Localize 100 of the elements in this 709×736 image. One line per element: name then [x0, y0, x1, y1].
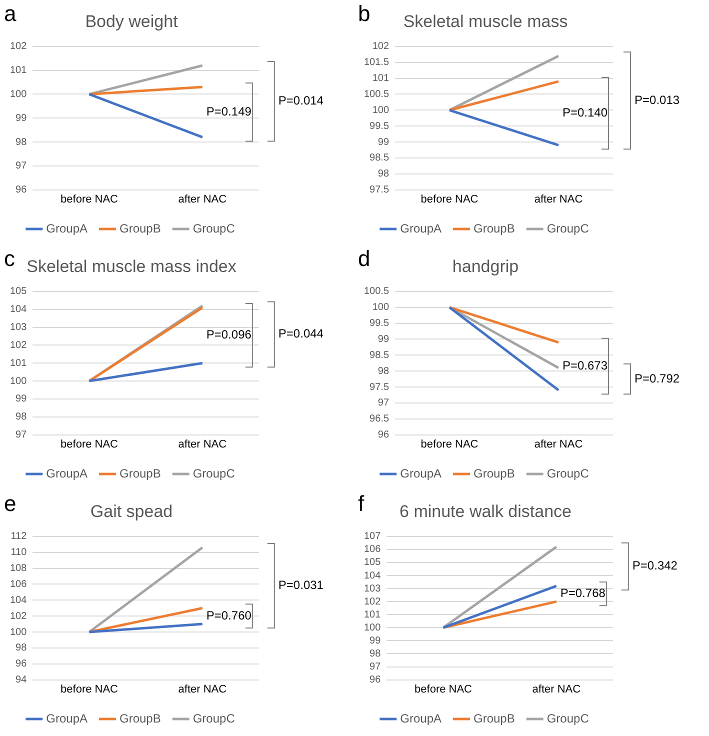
- text: f: [358, 491, 365, 516]
- y-tick-label: 100: [372, 302, 390, 314]
- y-tick-label: 99: [378, 136, 390, 148]
- y-tick-label: 101.5: [364, 57, 390, 68]
- y-tick-label: 98.5: [370, 152, 390, 164]
- y-tick-label: 97.5: [370, 184, 390, 196]
- legend-label: GroupC: [192, 466, 236, 480]
- y-tick-label: 98: [16, 136, 28, 148]
- legend-label: GroupA: [46, 221, 88, 236]
- text: d: [358, 246, 370, 272]
- y-tick-label: 100: [364, 622, 382, 634]
- x-tick-label: after NAC: [534, 438, 583, 450]
- y-tick-label: 98: [378, 366, 390, 377]
- x-tick-label: before NAC: [60, 438, 118, 450]
- x-tick-label: after NAC: [532, 683, 581, 696]
- y-tick-label: 97: [378, 398, 390, 409]
- y-tick-label: 97.5: [370, 382, 390, 393]
- text: b: [358, 1, 370, 26]
- y-tick-label: 98: [16, 642, 28, 654]
- y-tick-label: 100.5: [364, 88, 390, 100]
- legend-label: GroupA: [46, 711, 88, 726]
- text: P=0.014: [278, 94, 324, 108]
- text: P=0.031: [278, 578, 324, 592]
- y-tick-label: 110: [10, 547, 28, 558]
- y-tick-label: 100: [10, 626, 28, 638]
- text: P=0.044: [278, 326, 324, 341]
- y-tick-label: 96.5: [370, 414, 390, 425]
- y-tick-label: 104: [364, 570, 382, 582]
- text: a: [4, 1, 17, 26]
- y-tick-label: 112: [10, 531, 28, 542]
- text: P=0.792: [634, 371, 680, 386]
- y-tick-label: 105: [10, 286, 28, 298]
- legend-label: GroupC: [546, 221, 590, 236]
- x-tick-label: before NAC: [420, 193, 478, 206]
- chart-title: 6 minute walk distance: [400, 502, 572, 521]
- annotation: P=0.149: [206, 104, 252, 118]
- legend-label: GroupC: [546, 711, 590, 726]
- legend-label: GroupA: [46, 466, 88, 480]
- y-tick-label: 99.5: [370, 318, 390, 330]
- y-tick-label: 99: [16, 112, 28, 124]
- legend-label: GroupA: [400, 221, 442, 236]
- y-tick-label: 100.5: [364, 286, 390, 298]
- y-tick-label: 98.5: [370, 350, 390, 361]
- y-tick-label: 104: [10, 304, 28, 316]
- annotation: P=0.673: [562, 358, 608, 373]
- x-tick-label: before NAC: [414, 683, 472, 696]
- y-tick-label: 103: [10, 322, 28, 333]
- y-tick-label: 97: [16, 160, 28, 172]
- annotation: P=0.768: [560, 586, 606, 600]
- text: P=0.342: [632, 558, 678, 573]
- y-tick-label: 103: [364, 583, 382, 594]
- y-tick-label: 101: [10, 65, 28, 76]
- legend-label: GroupC: [192, 711, 236, 726]
- y-tick-label: 102: [364, 596, 382, 608]
- y-tick-label: 96: [378, 430, 390, 441]
- chart-title: Body weight: [85, 12, 178, 31]
- x-tick-label: after NAC: [178, 193, 227, 206]
- x-tick-label: before NAC: [60, 193, 118, 206]
- chart-title: Gait spead: [90, 502, 173, 521]
- y-tick-label: 102: [10, 340, 28, 351]
- x-tick-label: before NAC: [420, 438, 478, 450]
- text: e: [4, 491, 16, 516]
- y-tick-label: 106: [364, 544, 382, 556]
- y-tick-label: 97: [16, 430, 28, 441]
- y-tick-label: 96: [16, 658, 28, 670]
- chart-title: handgrip: [452, 256, 519, 276]
- y-tick-label: 97: [370, 662, 382, 673]
- y-tick-label: 99: [16, 394, 28, 405]
- y-tick-label: 98: [16, 412, 28, 423]
- x-tick-label: after NAC: [178, 683, 227, 696]
- annotation: P=0.140: [562, 106, 608, 120]
- y-tick-label: 107: [364, 531, 382, 542]
- y-tick-label: 99: [378, 334, 390, 345]
- y-tick-label: 102: [10, 610, 28, 622]
- y-tick-label: 100: [10, 88, 28, 100]
- annotation: P=0.096: [206, 328, 252, 342]
- text: P=0.013: [634, 92, 680, 107]
- chart-title: Skeletal muscle mass index: [26, 256, 237, 276]
- y-tick-label: 101: [372, 73, 390, 84]
- y-tick-label: 96: [370, 674, 382, 686]
- y-tick-label: 100: [372, 104, 390, 116]
- x-tick-label: before NAC: [60, 683, 118, 696]
- y-tick-label: 96: [16, 184, 28, 196]
- y-tick-label: 98: [378, 168, 390, 180]
- legend-label: GroupB: [119, 221, 161, 236]
- y-tick-label: 102: [372, 41, 390, 52]
- y-tick-label: 102: [10, 41, 28, 52]
- y-tick-label: 94: [16, 674, 28, 686]
- legend-label: GroupB: [473, 466, 515, 480]
- y-tick-label: 100: [10, 376, 28, 387]
- text: c: [4, 246, 15, 272]
- chart-title: Skeletal muscle mass: [403, 12, 568, 31]
- y-tick-label: 101: [10, 358, 28, 369]
- y-tick-label: 104: [10, 594, 28, 606]
- x-tick-label: after NAC: [178, 438, 227, 450]
- annotation: P=0.760: [206, 608, 252, 622]
- y-tick-label: 99: [370, 635, 382, 646]
- legend-label: GroupA: [400, 711, 442, 726]
- legend-label: GroupB: [473, 711, 515, 726]
- legend-label: GroupC: [192, 221, 236, 236]
